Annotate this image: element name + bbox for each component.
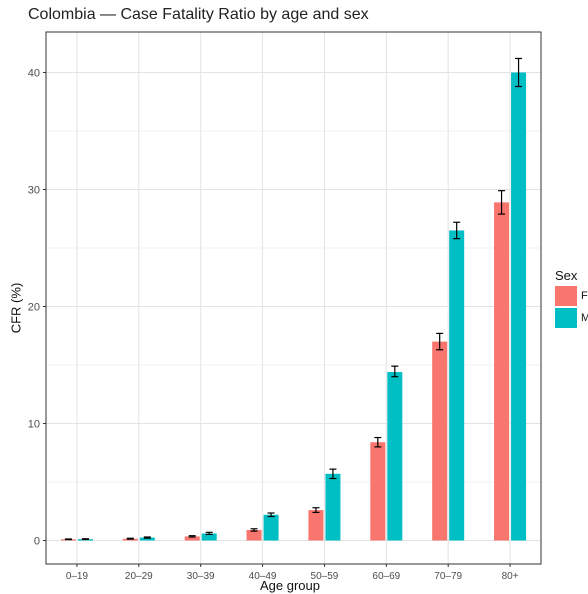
legend-key-m	[555, 308, 577, 328]
panel-frame	[45, 31, 542, 565]
y-tick-label: 40	[28, 68, 40, 80]
legend-key-f	[555, 286, 577, 306]
chart-title: Colombia — Case Fatality Ratio by age an…	[28, 6, 369, 23]
bar-f-6	[432, 341, 448, 541]
bar-m-7	[511, 72, 527, 541]
x-tick-label: 60–69	[372, 571, 400, 582]
bar-f-7	[494, 202, 510, 541]
bar-m-4	[325, 473, 341, 541]
bar-f-3	[246, 529, 262, 541]
bar-m-6	[449, 230, 465, 541]
bar-m-5	[387, 372, 403, 541]
x-axis-label: Age group	[260, 578, 320, 593]
legend-title: Sex	[555, 268, 578, 283]
legend-label-m: M	[581, 312, 588, 324]
legend-label-f: F	[581, 290, 588, 302]
bar-f-4	[308, 510, 324, 541]
y-tick-label: 0	[34, 536, 40, 548]
bar-m-2	[201, 533, 217, 541]
y-tick-label: 30	[28, 185, 40, 197]
x-tick-label: 30–39	[187, 571, 215, 582]
bar-m-1	[139, 537, 155, 541]
x-tick-label: 40–49	[249, 571, 277, 582]
x-tick-label: 20–29	[125, 571, 153, 582]
bar-f-5	[370, 442, 386, 541]
x-tick-label: 50–59	[311, 571, 339, 582]
x-tick-label: 70–79	[434, 571, 462, 582]
x-tick-label: 0–19	[66, 571, 89, 582]
panel-border	[45, 31, 542, 565]
y-tick-label: 20	[28, 302, 40, 314]
x-tick-label: 80+	[502, 571, 519, 582]
bar-f-2	[184, 536, 200, 541]
bar-m-3	[263, 514, 279, 541]
y-tick-label: 10	[28, 419, 40, 431]
